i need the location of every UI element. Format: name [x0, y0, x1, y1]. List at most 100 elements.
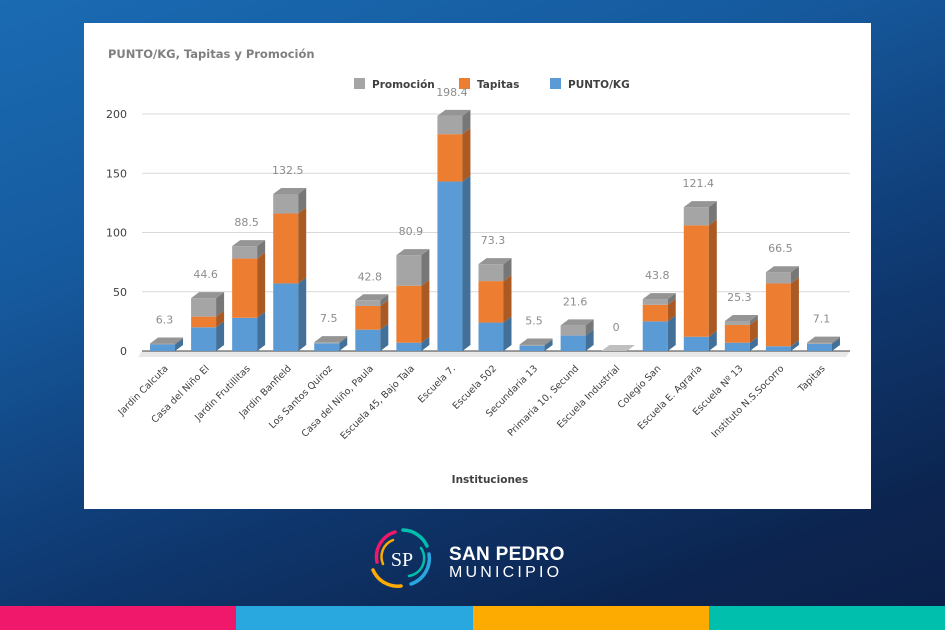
bar-segment-puntokg	[683, 336, 709, 351]
bar-segment-puntokg	[437, 181, 463, 351]
bar-segment-promocin	[355, 300, 381, 306]
bar-segment-tapitas	[683, 225, 709, 337]
bar-empty	[601, 345, 635, 351]
bar-side	[831, 336, 840, 344]
bar-segment-promocin	[806, 342, 832, 344]
bar-segment-puntokg	[232, 317, 258, 351]
data-label: 88.5	[234, 216, 259, 229]
bar-top	[273, 187, 307, 194]
data-label: 0	[613, 321, 620, 334]
bar-segment-tapitas	[437, 134, 463, 182]
stripe-teal	[708, 606, 945, 630]
bar-segment-promocin	[478, 264, 504, 282]
bar-segment-promocin	[150, 343, 176, 345]
bar-side	[380, 299, 389, 330]
bar-side	[667, 293, 676, 305]
bar-side	[708, 201, 717, 226]
logo-name-line2: MUNICIPIO	[449, 564, 563, 581]
bar-side	[257, 311, 266, 351]
data-label: 73.3	[481, 234, 506, 247]
bar-segment-puntokg	[273, 283, 299, 351]
logo-initials: SP	[391, 549, 413, 571]
bar-top	[765, 266, 799, 273]
data-label: 7.5	[320, 312, 338, 325]
bar-side	[544, 338, 553, 346]
bar-segment-tapitas	[765, 283, 791, 347]
bar-side	[380, 294, 389, 306]
bar-top	[642, 293, 676, 300]
bar-side	[298, 187, 307, 214]
bar-segment-puntokg	[396, 342, 422, 351]
bar-top	[355, 294, 389, 301]
bar-side	[462, 109, 471, 135]
bar-segment-promocin	[396, 255, 422, 286]
bar-side	[175, 338, 184, 351]
bar-segment-puntokg	[314, 343, 340, 351]
data-label: 44.6	[193, 268, 218, 281]
bar-side	[503, 316, 512, 351]
bar-side	[216, 292, 225, 317]
bar-side	[175, 337, 184, 345]
bar-side	[749, 336, 758, 351]
legend-swatch	[354, 78, 365, 89]
bar-side	[216, 321, 225, 351]
stripe-pink	[0, 606, 237, 630]
legend-label: Promoción	[372, 79, 435, 91]
bar-side	[544, 339, 553, 351]
bar-segment-tapitas	[191, 316, 217, 328]
data-label: 5.5	[525, 314, 543, 327]
san-pedro-logo: SP SAN PEDRO MUNICIPIO	[365, 524, 575, 590]
bar-top	[806, 336, 840, 343]
bar-side	[790, 277, 799, 347]
bar-top	[478, 258, 512, 265]
bar-segment-puntokg	[150, 344, 176, 351]
y-tick-label: 0	[120, 345, 127, 358]
bar-segment-promocin	[642, 299, 668, 305]
chart-title: PUNTO/KG, Tapitas y Promoción	[108, 47, 315, 61]
x-tick-label: Tapitas	[796, 363, 828, 395]
y-tick-label: 150	[106, 167, 127, 180]
bar-top	[150, 337, 184, 344]
sp-emblem-icon: SP	[371, 528, 432, 588]
bar-side	[421, 279, 430, 343]
bar-side	[462, 175, 471, 351]
bar-segment-puntokg	[519, 345, 545, 351]
bar-segment-puntokg	[765, 346, 791, 351]
bar-side	[585, 319, 594, 336]
legend-label: PUNTO/KG	[568, 79, 630, 91]
legend-swatch	[459, 78, 470, 89]
bar-segment-puntokg	[806, 343, 832, 351]
bar-top	[560, 319, 594, 326]
bar-segment-promocin	[560, 325, 586, 336]
bar-side	[339, 337, 348, 351]
bar-segment-tapitas	[724, 324, 750, 343]
chart-floor	[138, 351, 850, 357]
bar-side	[749, 318, 758, 343]
x-tick-label: Instituto N.S.Socorro	[710, 363, 787, 440]
bar-side	[708, 330, 717, 351]
stripe-cyan	[236, 606, 473, 630]
stripe-orange	[472, 606, 709, 630]
bar-side	[585, 329, 594, 351]
bar-side	[257, 240, 266, 259]
data-label: 42.8	[358, 270, 383, 283]
bar-segment-promocin	[724, 321, 750, 325]
bar-segment-promocin	[273, 193, 299, 214]
bar-top	[396, 249, 430, 256]
bar-side	[749, 315, 758, 325]
bar-segment-puntokg	[191, 327, 217, 351]
bar-segment-promocin	[314, 342, 340, 344]
bar-segment-tapitas	[642, 304, 668, 322]
bar-segment-tapitas	[478, 281, 504, 323]
logo-name-line1: SAN PEDRO	[449, 544, 565, 565]
color-stripes	[0, 606, 945, 630]
data-label: 6.3	[156, 314, 174, 327]
bar-segment-promocin	[232, 246, 258, 259]
bar-top	[314, 336, 348, 343]
bar-segment-promocin	[683, 207, 709, 226]
bar-segment-tapitas	[396, 285, 422, 343]
y-tick-label: 100	[106, 227, 127, 240]
data-label: 43.8	[645, 269, 670, 282]
data-label: 25.3	[727, 291, 752, 304]
bar-segment-puntokg	[724, 342, 750, 351]
